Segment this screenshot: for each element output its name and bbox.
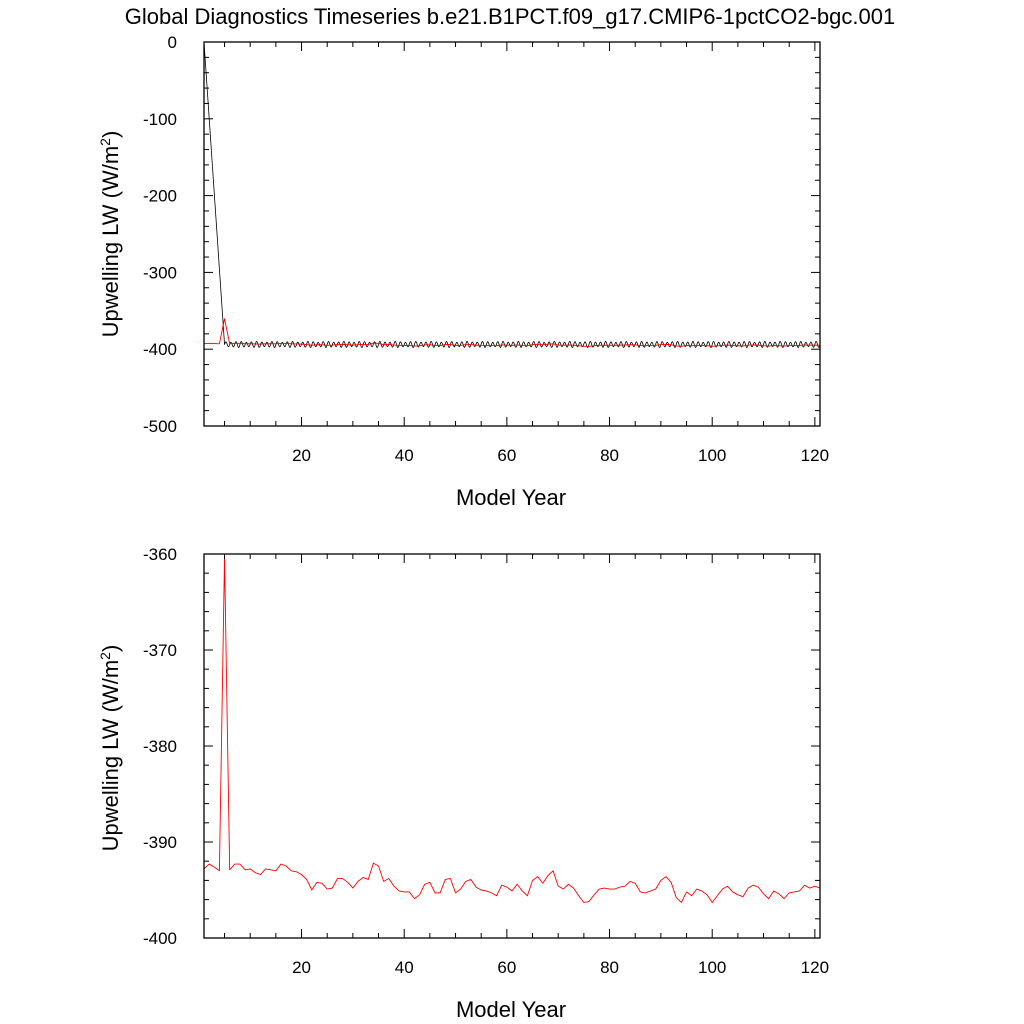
bottom-y-tick-label: -380 (143, 737, 177, 756)
bottom-x-tick-label: 40 (395, 958, 414, 977)
top-y-tick-label: -100 (143, 110, 177, 129)
bottom-x-tick-label: 60 (497, 958, 516, 977)
top-y-tick-label: -300 (143, 263, 177, 282)
top-panel: 20 40 60 80 100 120 0 -100 -200 -300 -400 -500 Mode… (97, 33, 829, 510)
top-panel-ticks: 20 40 60 80 100 120 0 -100 -200 -300 -400 -500 (143, 33, 829, 465)
top-x-axis-label: Model Year (456, 485, 566, 510)
top-series-red-line (203, 318, 821, 347)
bottom-x-tick-label: 100 (698, 958, 726, 977)
top-x-tick-label: 120 (801, 446, 829, 465)
top-x-tick-label: 40 (395, 446, 414, 465)
bottom-y-tick-label: -370 (143, 641, 177, 660)
bottom-y-tick-label: -400 (143, 929, 177, 948)
bottom-x-tick-label: 120 (801, 958, 829, 977)
top-series-black-line (203, 41, 821, 348)
bottom-y-axis-label: Upwelling LW (W/m2) (97, 645, 123, 852)
top-y-tick-label: -400 (143, 340, 177, 359)
bottom-series-red-line (203, 556, 821, 903)
bottom-y-tick-label: -390 (143, 833, 177, 852)
figure-title: Global Diagnostics Timeseries b.e21.B1PC… (125, 4, 895, 29)
top-x-tick-label: 60 (497, 446, 516, 465)
top-x-tick-label: 20 (292, 446, 311, 465)
top-plot-frame (203, 41, 821, 427)
bottom-panel: 20 40 60 80 100 120 -360 -370 -380 -390 -400 Model… (97, 545, 829, 1022)
bottom-x-tick-label: 20 (292, 958, 311, 977)
top-y-tick-label: -500 (143, 417, 177, 436)
top-panel-marks (203, 41, 821, 348)
top-y-tick-label: -200 (143, 187, 177, 206)
bottom-panel-marks (203, 556, 821, 903)
bottom-plot-frame (203, 553, 821, 939)
top-x-tick-label: 80 (600, 446, 619, 465)
bottom-y-tick-label: -360 (143, 545, 177, 564)
bottom-panel-ticks: 20 40 60 80 100 120 -360 -370 -380 -390 -400 (143, 545, 829, 977)
top-y-axis-label: Upwelling LW (W/m2) (97, 131, 123, 338)
bottom-x-axis-label: Model Year (456, 997, 566, 1022)
top-x-tick-label: 100 (698, 446, 726, 465)
bottom-x-tick-label: 80 (600, 958, 619, 977)
top-y-tick-label: 0 (168, 33, 177, 52)
